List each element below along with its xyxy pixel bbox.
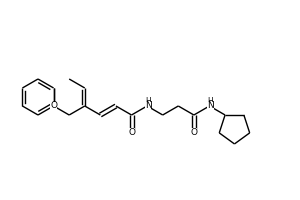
Text: N: N [145,102,152,110]
Text: O: O [50,102,57,110]
Text: O: O [128,128,135,137]
Text: H: H [208,97,213,106]
Text: H: H [145,97,151,106]
Text: N: N [207,102,214,110]
Text: O: O [190,128,197,137]
